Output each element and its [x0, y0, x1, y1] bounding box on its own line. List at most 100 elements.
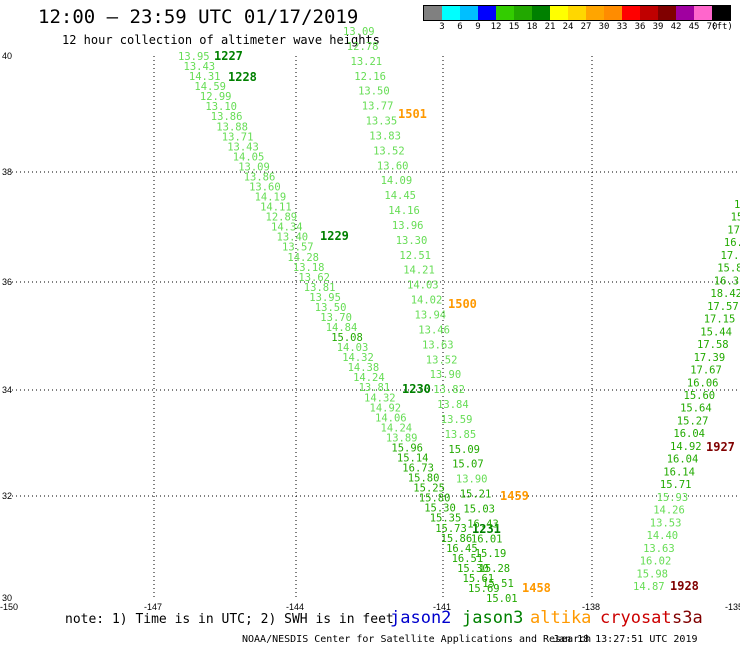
wave-height-reading: 13.46: [418, 324, 450, 336]
latitude-label: 38: [2, 167, 12, 177]
wave-height-reading: 13.09: [238, 161, 270, 173]
colorbar-label: 36: [634, 22, 646, 32]
wave-height-reading: 14.19: [255, 192, 287, 204]
wave-height-reading: 15.08: [331, 332, 363, 344]
colorbar-label: 18: [526, 22, 538, 32]
wave-height-reading: 13.52: [426, 354, 458, 366]
wave-height-reading: 13.86: [244, 172, 276, 184]
wave-height-reading: 15.07: [452, 459, 484, 471]
wave-height-reading: 14.03: [337, 342, 369, 354]
wave-height-reading: 17.67: [690, 365, 722, 377]
pass-time-label: 1227: [214, 49, 243, 63]
wave-height-reading: 15.03: [463, 504, 495, 516]
wave-height-reading: 17.15: [704, 314, 736, 326]
wave-height-reading: 15.96: [391, 443, 423, 455]
wave-height-reading: 15: [731, 212, 740, 224]
wave-height-reading: 15.28: [479, 563, 511, 575]
wave-height-reading: 13.84: [437, 399, 469, 411]
colorbar-label: 42: [670, 22, 682, 32]
wave-height-reading: 14.21: [403, 265, 435, 277]
wave-height-reading: 13.96: [392, 220, 424, 232]
wave-height-reading: 14.32: [342, 352, 374, 364]
wave-height-reading: 15.01: [486, 593, 518, 605]
wave-height-reading: 15.69: [468, 583, 500, 595]
colorbar-label: 33: [616, 22, 628, 32]
wave-height-reading: 16.43: [467, 518, 499, 530]
pass-time-label: 1500: [448, 297, 477, 311]
wave-height-reading: 13.50: [358, 86, 390, 98]
wave-height-reading: 15.73: [435, 523, 467, 535]
wave-height-reading: 16.51: [452, 553, 484, 565]
wave-height-reading: 13.89: [386, 432, 418, 444]
wave-height-reading: 13.77: [362, 101, 394, 113]
wave-height-reading: 14.38: [348, 362, 380, 374]
wave-height-reading: 13.52: [373, 145, 405, 157]
wave-height-reading: 12.51: [399, 250, 431, 262]
latitude-label: 32: [2, 491, 12, 501]
colorbar-label: 24: [562, 22, 574, 32]
wave-height-reading: 16.06: [687, 377, 719, 389]
wave-height-reading: 12.89: [266, 212, 298, 224]
wave-height-reading: 14.03: [407, 280, 439, 292]
pass-time-label: 1458: [522, 581, 551, 595]
latitude-label: 34: [2, 385, 12, 395]
wave-height-reading: 13.43: [227, 141, 259, 153]
wave-height-reading: 14.32: [364, 392, 396, 404]
colorbar-swatch: [694, 6, 712, 20]
wave-height-reading: 13.35: [366, 116, 398, 128]
colorbar-label: 21: [544, 22, 556, 32]
colorbar-label: 27: [580, 22, 592, 32]
wave-height-reading: 13.95: [178, 51, 210, 63]
pass-time-label: 1459: [500, 489, 529, 503]
colorbar-label: 30: [598, 22, 610, 32]
wave-height-reading: 12.99: [200, 91, 232, 103]
wave-height-reading: 13.71: [222, 131, 254, 143]
legend-altika: altika: [530, 608, 592, 628]
colorbar-label: 6: [457, 22, 463, 32]
wave-height-reading: 16.01: [471, 533, 503, 545]
wave-height-reading: 13.94: [415, 310, 447, 322]
wave-height-reading: 14.24: [381, 422, 413, 434]
units-note: note: 1) Time is in UTC; 2) SWH is in fe…: [65, 612, 394, 627]
longitude-label: -138: [582, 602, 600, 612]
wave-height-reading: 14.31: [189, 71, 221, 83]
wave-height-reading: 15.30: [457, 563, 489, 575]
legend-jason2: jason2: [390, 608, 452, 628]
wave-height-reading: 15.25: [413, 483, 445, 495]
wave-height-reading: 13.63: [643, 543, 675, 555]
wave-height-reading: 13.82: [433, 384, 465, 396]
wave-height-reading: 13.60: [249, 182, 281, 194]
legend-jason3: jason3: [462, 608, 524, 628]
colorbar-swatch: [550, 6, 568, 20]
wave-height-reading: 13.40: [277, 232, 309, 244]
legend-s3a: s3a: [672, 608, 703, 628]
colorbar-swatch: [622, 6, 640, 20]
colorbar-swatch: [658, 6, 676, 20]
colorbar-swatch: [478, 6, 496, 20]
wave-height-reading: 13.62: [298, 272, 330, 284]
wave-height-reading: 15.61: [463, 573, 495, 585]
wave-height-reading: 15.21: [460, 489, 492, 501]
pass-time-label: 1928: [670, 579, 699, 593]
wave-height-reading: 13.81: [304, 282, 336, 294]
wave-height-reading: 16.04: [667, 454, 699, 466]
colorbar-swatch: [676, 6, 694, 20]
wave-height-reading: 13.53: [650, 517, 682, 529]
wave-height-reading: 16.04: [673, 428, 705, 440]
wave-height-reading: 13.18: [293, 262, 325, 274]
colorbar-label: 12: [490, 22, 502, 32]
wave-height-reading: 13.57: [282, 242, 314, 254]
wave-height-reading: 15.86: [441, 533, 473, 545]
wave-height-reading: 16.14: [663, 466, 695, 478]
wave-height-reading: 14.09: [381, 175, 413, 187]
wave-height-reading: 15.19: [475, 548, 507, 560]
wave-height-reading: 14.92: [670, 441, 702, 453]
wave-height-reading: 13.90: [430, 369, 462, 381]
wave-height-reading: 15.98: [636, 568, 668, 580]
colorbar-swatch: [514, 6, 532, 20]
wave-height-reading: 14.59: [194, 81, 226, 93]
wave-height-reading: 16.45: [446, 543, 478, 555]
latitude-label: 40: [2, 51, 12, 61]
wave-height-reading: 15.51: [482, 578, 514, 590]
